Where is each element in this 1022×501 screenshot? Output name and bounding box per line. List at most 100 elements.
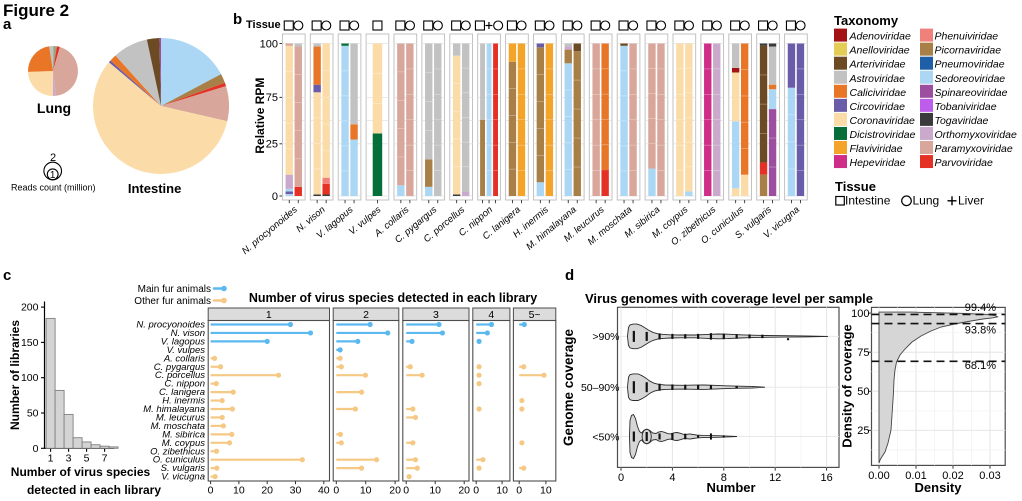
svg-text:Coronaviridae: Coronaviridae — [850, 115, 916, 127]
svg-text:0.00: 0.00 — [868, 470, 889, 482]
svg-text:30: 30 — [290, 485, 302, 497]
svg-text:0: 0 — [618, 472, 624, 484]
svg-text:10: 10 — [233, 485, 245, 497]
svg-text:Density of coverage: Density of coverage — [840, 324, 855, 448]
svg-text:Caliciviridae: Caliciviridae — [850, 87, 907, 99]
svg-text:20: 20 — [458, 485, 470, 497]
svg-text:c: c — [3, 267, 11, 284]
svg-text:Main fur animals: Main fur animals — [138, 284, 211, 295]
svg-text:3: 3 — [433, 309, 439, 321]
svg-text:V. lagopus: V. lagopus — [161, 336, 205, 347]
svg-text:C. porcellus: C. porcellus — [155, 370, 205, 381]
svg-text:0: 0 — [333, 485, 339, 497]
svg-text:S. vulgaris: S. vulgaris — [161, 463, 206, 474]
svg-text:2: 2 — [50, 152, 56, 164]
svg-text:25: 25 — [266, 139, 278, 151]
svg-text:Relative RPM: Relative RPM — [253, 78, 267, 154]
svg-text:5: 5 — [84, 452, 90, 464]
svg-text:10: 10 — [429, 485, 441, 497]
svg-text:Picornaviridae: Picornaviridae — [935, 45, 1002, 57]
svg-text:0: 0 — [272, 191, 278, 203]
svg-text:Other fur animals: Other fur animals — [134, 296, 211, 307]
svg-text:>90%: >90% — [592, 331, 619, 343]
svg-text:25: 25 — [857, 425, 869, 437]
svg-text:d: d — [565, 267, 574, 284]
svg-text:M. moschata: M. moschata — [151, 421, 205, 432]
svg-text:Parvoviridae: Parvoviridae — [935, 157, 994, 169]
svg-text:Density: Density — [915, 480, 963, 495]
svg-text:Adenoviridae: Adenoviridae — [849, 31, 911, 43]
svg-text:40: 40 — [318, 485, 330, 497]
svg-text:Pneumoviridae: Pneumoviridae — [935, 59, 1005, 71]
svg-text:Intestine: Intestine — [845, 194, 891, 208]
svg-text:Flaviviridae: Flaviviridae — [850, 143, 903, 155]
svg-text:A. collaris: A. collaris — [163, 353, 205, 364]
svg-text:Anelloviridae: Anelloviridae — [849, 45, 910, 57]
svg-text:C. lanigera: C. lanigera — [159, 387, 205, 398]
svg-text:10: 10 — [496, 485, 508, 497]
svg-text:50: 50 — [857, 386, 869, 398]
svg-text:10: 10 — [540, 485, 552, 497]
svg-text:Circoviridae: Circoviridae — [850, 101, 906, 113]
svg-text:68.1%: 68.1% — [965, 360, 996, 372]
svg-text:Taxonomy: Taxonomy — [834, 13, 899, 28]
svg-text:93.8%: 93.8% — [965, 325, 996, 337]
svg-text:0.02: 0.02 — [942, 470, 963, 482]
svg-text:Togaviridae: Togaviridae — [935, 115, 989, 127]
svg-text:Orthomyxoviridae: Orthomyxoviridae — [935, 129, 1017, 141]
svg-text:Paramyxoviridae: Paramyxoviridae — [935, 143, 1013, 155]
svg-text:Spinareoviridae: Spinareoviridae — [935, 87, 1008, 99]
svg-text:N. vison: N. vison — [171, 328, 205, 339]
svg-text:C. nippon: C. nippon — [164, 379, 205, 390]
svg-text:Intestine: Intestine — [128, 181, 181, 196]
svg-text:10: 10 — [360, 485, 372, 497]
svg-text:4: 4 — [669, 472, 675, 484]
svg-text:detected in each library: detected in each library — [27, 483, 161, 497]
svg-text:C. pygargus: C. pygargus — [154, 362, 205, 373]
svg-text:Sedoreoviridae: Sedoreoviridae — [935, 73, 1006, 85]
svg-text:V. vicugna: V. vicugna — [161, 472, 205, 483]
svg-text:1: 1 — [48, 452, 54, 464]
svg-text:50–90%: 50–90% — [581, 382, 620, 394]
svg-text:Figure 2: Figure 2 — [3, 1, 69, 20]
svg-text:75: 75 — [266, 92, 278, 104]
svg-text:3: 3 — [66, 452, 72, 464]
svg-text:Number of libraries: Number of libraries — [8, 320, 22, 430]
svg-text:12: 12 — [769, 472, 781, 484]
svg-text:2: 2 — [363, 309, 369, 321]
svg-text:Number of virus species detect: Number of virus species detected in each… — [249, 291, 537, 305]
svg-text:20: 20 — [389, 485, 401, 497]
svg-text:0: 0 — [403, 485, 409, 497]
svg-text:Arteriviridae: Arteriviridae — [849, 59, 906, 71]
svg-text:100: 100 — [21, 372, 39, 384]
svg-text:100: 100 — [851, 308, 869, 320]
svg-text:Tobaniviridae: Tobaniviridae — [935, 101, 997, 113]
svg-text:0: 0 — [516, 485, 522, 497]
svg-text:0: 0 — [33, 443, 39, 455]
svg-text:O. zibethicus: O. zibethicus — [150, 446, 205, 457]
svg-text:N. procyonoides: N. procyonoides — [136, 320, 205, 331]
svg-text:H. inermis: H. inermis — [162, 396, 205, 407]
svg-text:Genome coverage: Genome coverage — [561, 328, 576, 446]
svg-text:Hepeviridae: Hepeviridae — [850, 157, 906, 169]
svg-text:200: 200 — [21, 302, 39, 314]
svg-text:4: 4 — [488, 309, 494, 321]
svg-text:Lung: Lung — [913, 194, 940, 208]
svg-text:0.01: 0.01 — [905, 470, 926, 482]
svg-text:O. cuniculus: O. cuniculus — [153, 455, 206, 466]
svg-text:Number of virus species: Number of virus species — [11, 465, 151, 479]
svg-text:7: 7 — [102, 452, 108, 464]
svg-text:Lung: Lung — [37, 100, 71, 116]
svg-text:1: 1 — [266, 309, 272, 321]
svg-text:Tissue: Tissue — [246, 19, 281, 31]
svg-text:5~: 5~ — [529, 309, 541, 321]
svg-text:a: a — [3, 16, 12, 33]
svg-text:Reads count (million): Reads count (million) — [11, 183, 96, 193]
svg-text:b: b — [233, 11, 242, 28]
svg-text:Phenuiviridae: Phenuiviridae — [935, 31, 999, 43]
svg-text:20: 20 — [261, 485, 273, 497]
svg-text:V. vulpes: V. vulpes — [167, 345, 206, 356]
svg-text:M. himalayana: M. himalayana — [143, 404, 205, 415]
svg-text:Number: Number — [706, 480, 755, 495]
svg-text:0: 0 — [208, 485, 214, 497]
